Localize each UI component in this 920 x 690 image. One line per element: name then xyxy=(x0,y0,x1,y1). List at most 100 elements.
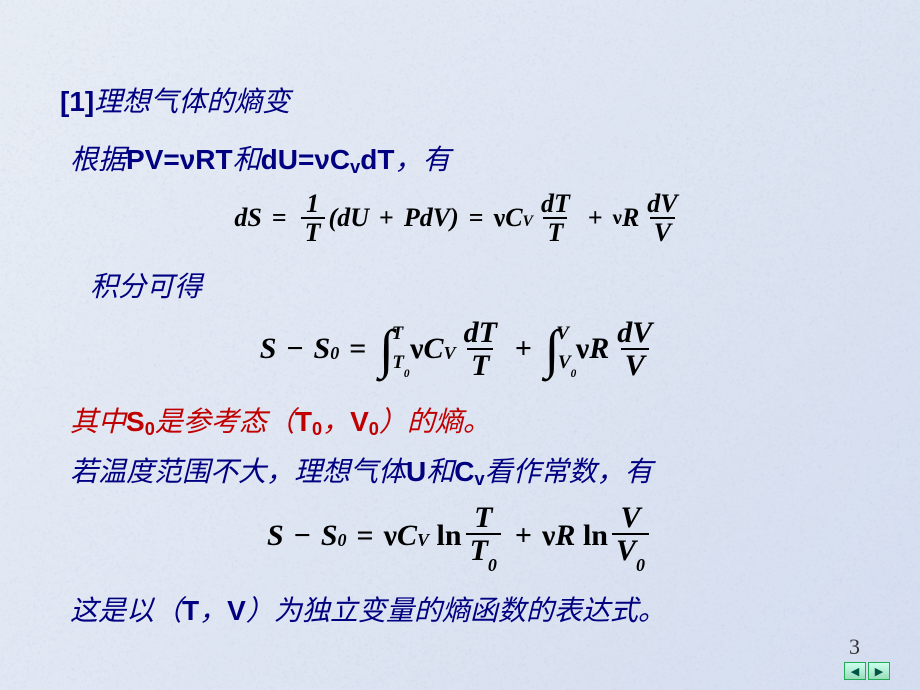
rt: RT xyxy=(195,144,232,176)
and: 和 xyxy=(233,138,261,178)
S0-sub: 0 xyxy=(145,419,155,440)
Cv-sub: v xyxy=(475,469,485,490)
bracket-open: [ xyxy=(60,86,69,118)
lparen: ( xyxy=(329,203,338,233)
Cv: C xyxy=(505,203,522,233)
premise-line: 根据 PV=νRT 和 dU= ν Cv dT ，有 xyxy=(70,138,870,178)
nu2: ν xyxy=(576,332,589,366)
int-upper: V xyxy=(556,326,569,341)
eq: = xyxy=(272,203,287,233)
conclusion-line: 这是以（ T ， V ）为独立变量的熵函数的表达式。 xyxy=(70,589,870,629)
title-number: 1 xyxy=(69,86,85,118)
S0: S xyxy=(314,332,331,366)
T2: T xyxy=(543,217,567,246)
frac-dT-T: dT T xyxy=(537,190,574,247)
pre: 其中 xyxy=(70,400,126,440)
pv-eq: PV= xyxy=(126,144,180,176)
Cv-sub: V xyxy=(417,530,429,551)
V: V xyxy=(650,217,675,246)
T: T xyxy=(182,595,199,627)
title-text: 理想气体的熵变 xyxy=(94,80,290,120)
Cv-sub: V xyxy=(523,213,533,231)
text: 积分可得 xyxy=(90,265,202,305)
slide: [1 ] 理想气体的熵变 根据 PV=νRT 和 dU= ν Cv dT ，有 … xyxy=(0,0,920,690)
one: 1 xyxy=(302,190,323,217)
rparen: ) xyxy=(450,203,459,233)
eq: = xyxy=(357,519,374,553)
nu2: ν xyxy=(613,206,622,230)
V: V xyxy=(227,595,246,627)
equation-ds: dS = 1 T ( dU + PdV ) = νCV dT T + ν R d… xyxy=(50,190,870,247)
bracket-close: ] xyxy=(85,86,94,118)
minus: − xyxy=(294,519,311,553)
S: S xyxy=(267,519,284,553)
nav-controls: ◀ ▶ xyxy=(844,662,890,680)
V0: V xyxy=(350,406,369,438)
frac-dV-V: dV V xyxy=(643,190,681,247)
post: ）为独立变量的熵函数的表达式。 xyxy=(246,589,666,629)
post: ，有 xyxy=(394,138,450,178)
V0-sub: 0 xyxy=(369,419,379,440)
Cv: C xyxy=(454,456,474,488)
text: 根据 xyxy=(70,138,126,178)
int-lower: T0 xyxy=(392,355,409,375)
frac-dV-V: dV V xyxy=(613,317,656,382)
section-title: [1 ] 理想气体的熵变 xyxy=(60,80,870,120)
Cv: C xyxy=(397,519,417,553)
int-lower: V0 xyxy=(558,355,576,375)
dV: dV xyxy=(643,190,681,217)
nu2: ν xyxy=(314,144,330,176)
dV: dV xyxy=(613,317,656,349)
comma: ， xyxy=(199,589,227,629)
page-number: 3 xyxy=(849,634,860,660)
U: U xyxy=(406,456,426,488)
R: R xyxy=(622,203,639,233)
dT: dT xyxy=(460,317,501,349)
S0-sub: 0 xyxy=(330,343,339,364)
post: 看作常数，有 xyxy=(485,450,653,490)
nu2: ν xyxy=(542,519,555,553)
eq: = xyxy=(349,332,366,366)
frac-1-T: 1 T xyxy=(301,190,325,247)
and: 和 xyxy=(426,450,454,490)
reference-state-line: 其中 S0 是参考态（ T0 ， V0 ）的熵。 xyxy=(70,400,870,440)
nu: ν xyxy=(180,144,196,176)
pre: 这是以（ xyxy=(70,589,182,629)
cv-sub: v xyxy=(350,157,360,178)
Cv-sub: V xyxy=(444,343,456,364)
S: S xyxy=(260,332,277,366)
S0: S xyxy=(126,406,145,438)
ln: ln xyxy=(437,519,462,553)
equation-integral: S − S0 = ∫ T T0 νCV dT T + ∫ V V0 νR dV … xyxy=(50,317,870,382)
R: R xyxy=(555,519,575,553)
T0: T xyxy=(295,406,312,438)
next-button[interactable]: ▶ xyxy=(868,662,890,680)
minus: − xyxy=(286,332,303,366)
Cv: C xyxy=(424,332,444,366)
S0: S xyxy=(321,519,338,553)
prev-button[interactable]: ◀ xyxy=(844,662,866,680)
plus2: + xyxy=(588,203,603,233)
frac-dT-T: dT T xyxy=(460,317,501,382)
T0-sub: 0 xyxy=(312,419,322,440)
equation-ln: S − S0 = νCV ln T T0 + νR ln V V0 xyxy=(50,502,870,571)
T: T xyxy=(467,348,493,382)
dS: dS xyxy=(234,203,261,233)
integral-1: ∫ T T0 xyxy=(378,328,393,371)
T: T xyxy=(470,502,496,534)
cv: C xyxy=(330,144,350,176)
ln2: ln xyxy=(583,519,608,553)
V0: V0 xyxy=(612,533,649,571)
pre: 若温度范围不大，理想气体 xyxy=(70,450,406,490)
nu: ν xyxy=(410,332,423,366)
dT: dT xyxy=(537,190,574,217)
integrate-line: 积分可得 xyxy=(90,265,870,305)
integral-2: ∫ V V0 xyxy=(544,328,559,371)
nu: ν xyxy=(494,203,506,233)
R: R xyxy=(589,332,609,366)
PdV: PdV xyxy=(404,203,450,233)
S0-sub: 0 xyxy=(338,530,347,551)
T: T xyxy=(301,217,325,246)
frac-T-T0: T T0 xyxy=(466,502,501,571)
frac-V-V0: V V0 xyxy=(612,502,649,571)
